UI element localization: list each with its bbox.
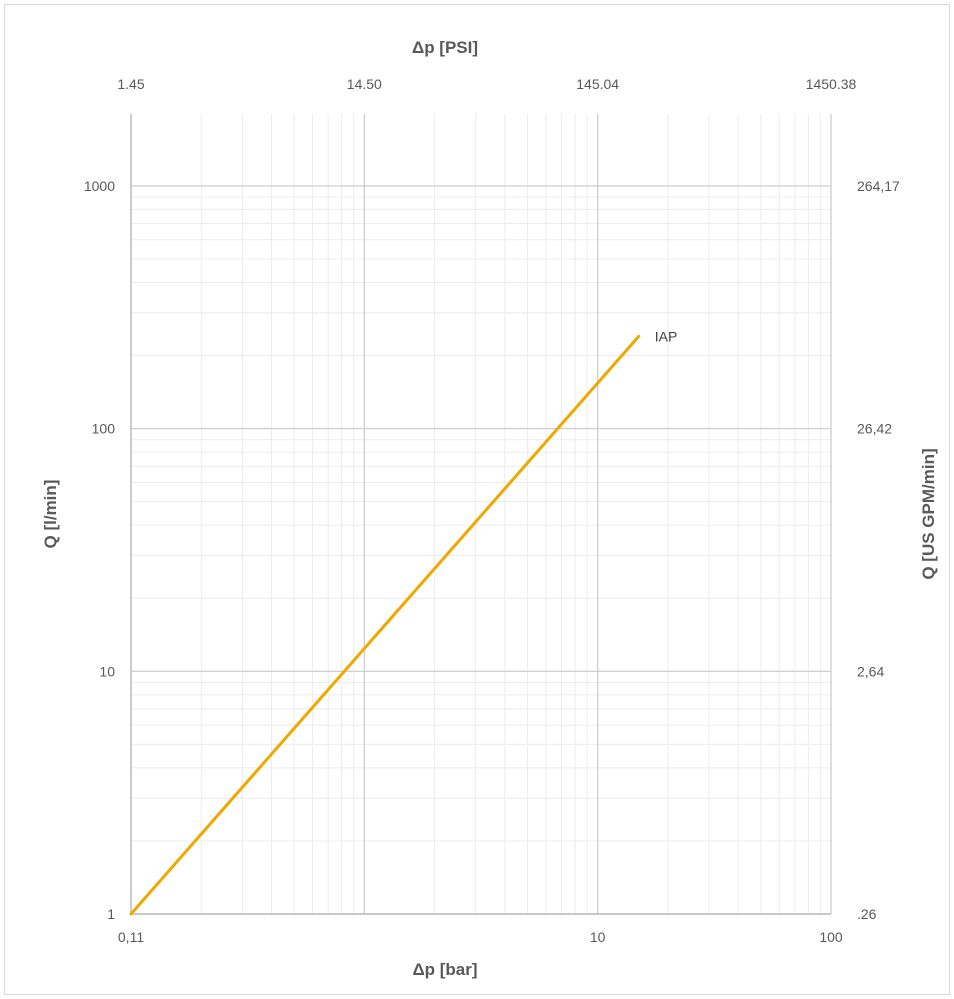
y2-axis-title: Q [US GPM/min] — [919, 448, 938, 579]
x2-axis-title: Δp [PSI] — [412, 38, 478, 57]
x-axis-title: Δp [bar] — [412, 960, 477, 979]
series-layer — [129, 334, 641, 916]
y2-tick-label: .26 — [857, 906, 877, 922]
y-tick-label: 1 — [107, 906, 115, 922]
x2-tick-label: 145.04 — [576, 76, 619, 92]
series-line-iap — [129, 334, 641, 916]
y-tick-label: 100 — [92, 421, 116, 437]
y2-tick-label: 26,42 — [857, 421, 892, 437]
x-tick-label: 10 — [590, 929, 606, 945]
axes — [130, 114, 831, 915]
series-label-iap: IAP — [655, 328, 678, 344]
y-tick-label: 10 — [99, 663, 115, 679]
y2-tick-label: 2,64 — [857, 663, 884, 679]
y-axis-title: Q [l/min] — [41, 480, 60, 549]
x-tick-label: 0,11 — [118, 929, 144, 945]
y2-tick-label: 264,17 — [857, 178, 900, 194]
x2-tick-label: 1450.38 — [806, 76, 857, 92]
x-tick-label: 100 — [819, 929, 843, 945]
x2-tick-label: 1.45 — [117, 76, 144, 92]
x2-tick-label: 14.50 — [347, 76, 382, 92]
flow-pressure-chart: 0,11 10 100 1.45 14.50 145.04 1450.38 1 10 100 100… — [41, 38, 938, 979]
chart-frame: 0,11 10 100 1.45 14.50 145.04 1450.38 1 10 100 100… — [4, 4, 950, 995]
minor-gridlines — [131, 114, 831, 914]
labels-layer: 0,11 10 100 1.45 14.50 145.04 1450.38 1 10 100 100… — [41, 38, 938, 979]
y-tick-label: 1000 — [84, 178, 115, 194]
